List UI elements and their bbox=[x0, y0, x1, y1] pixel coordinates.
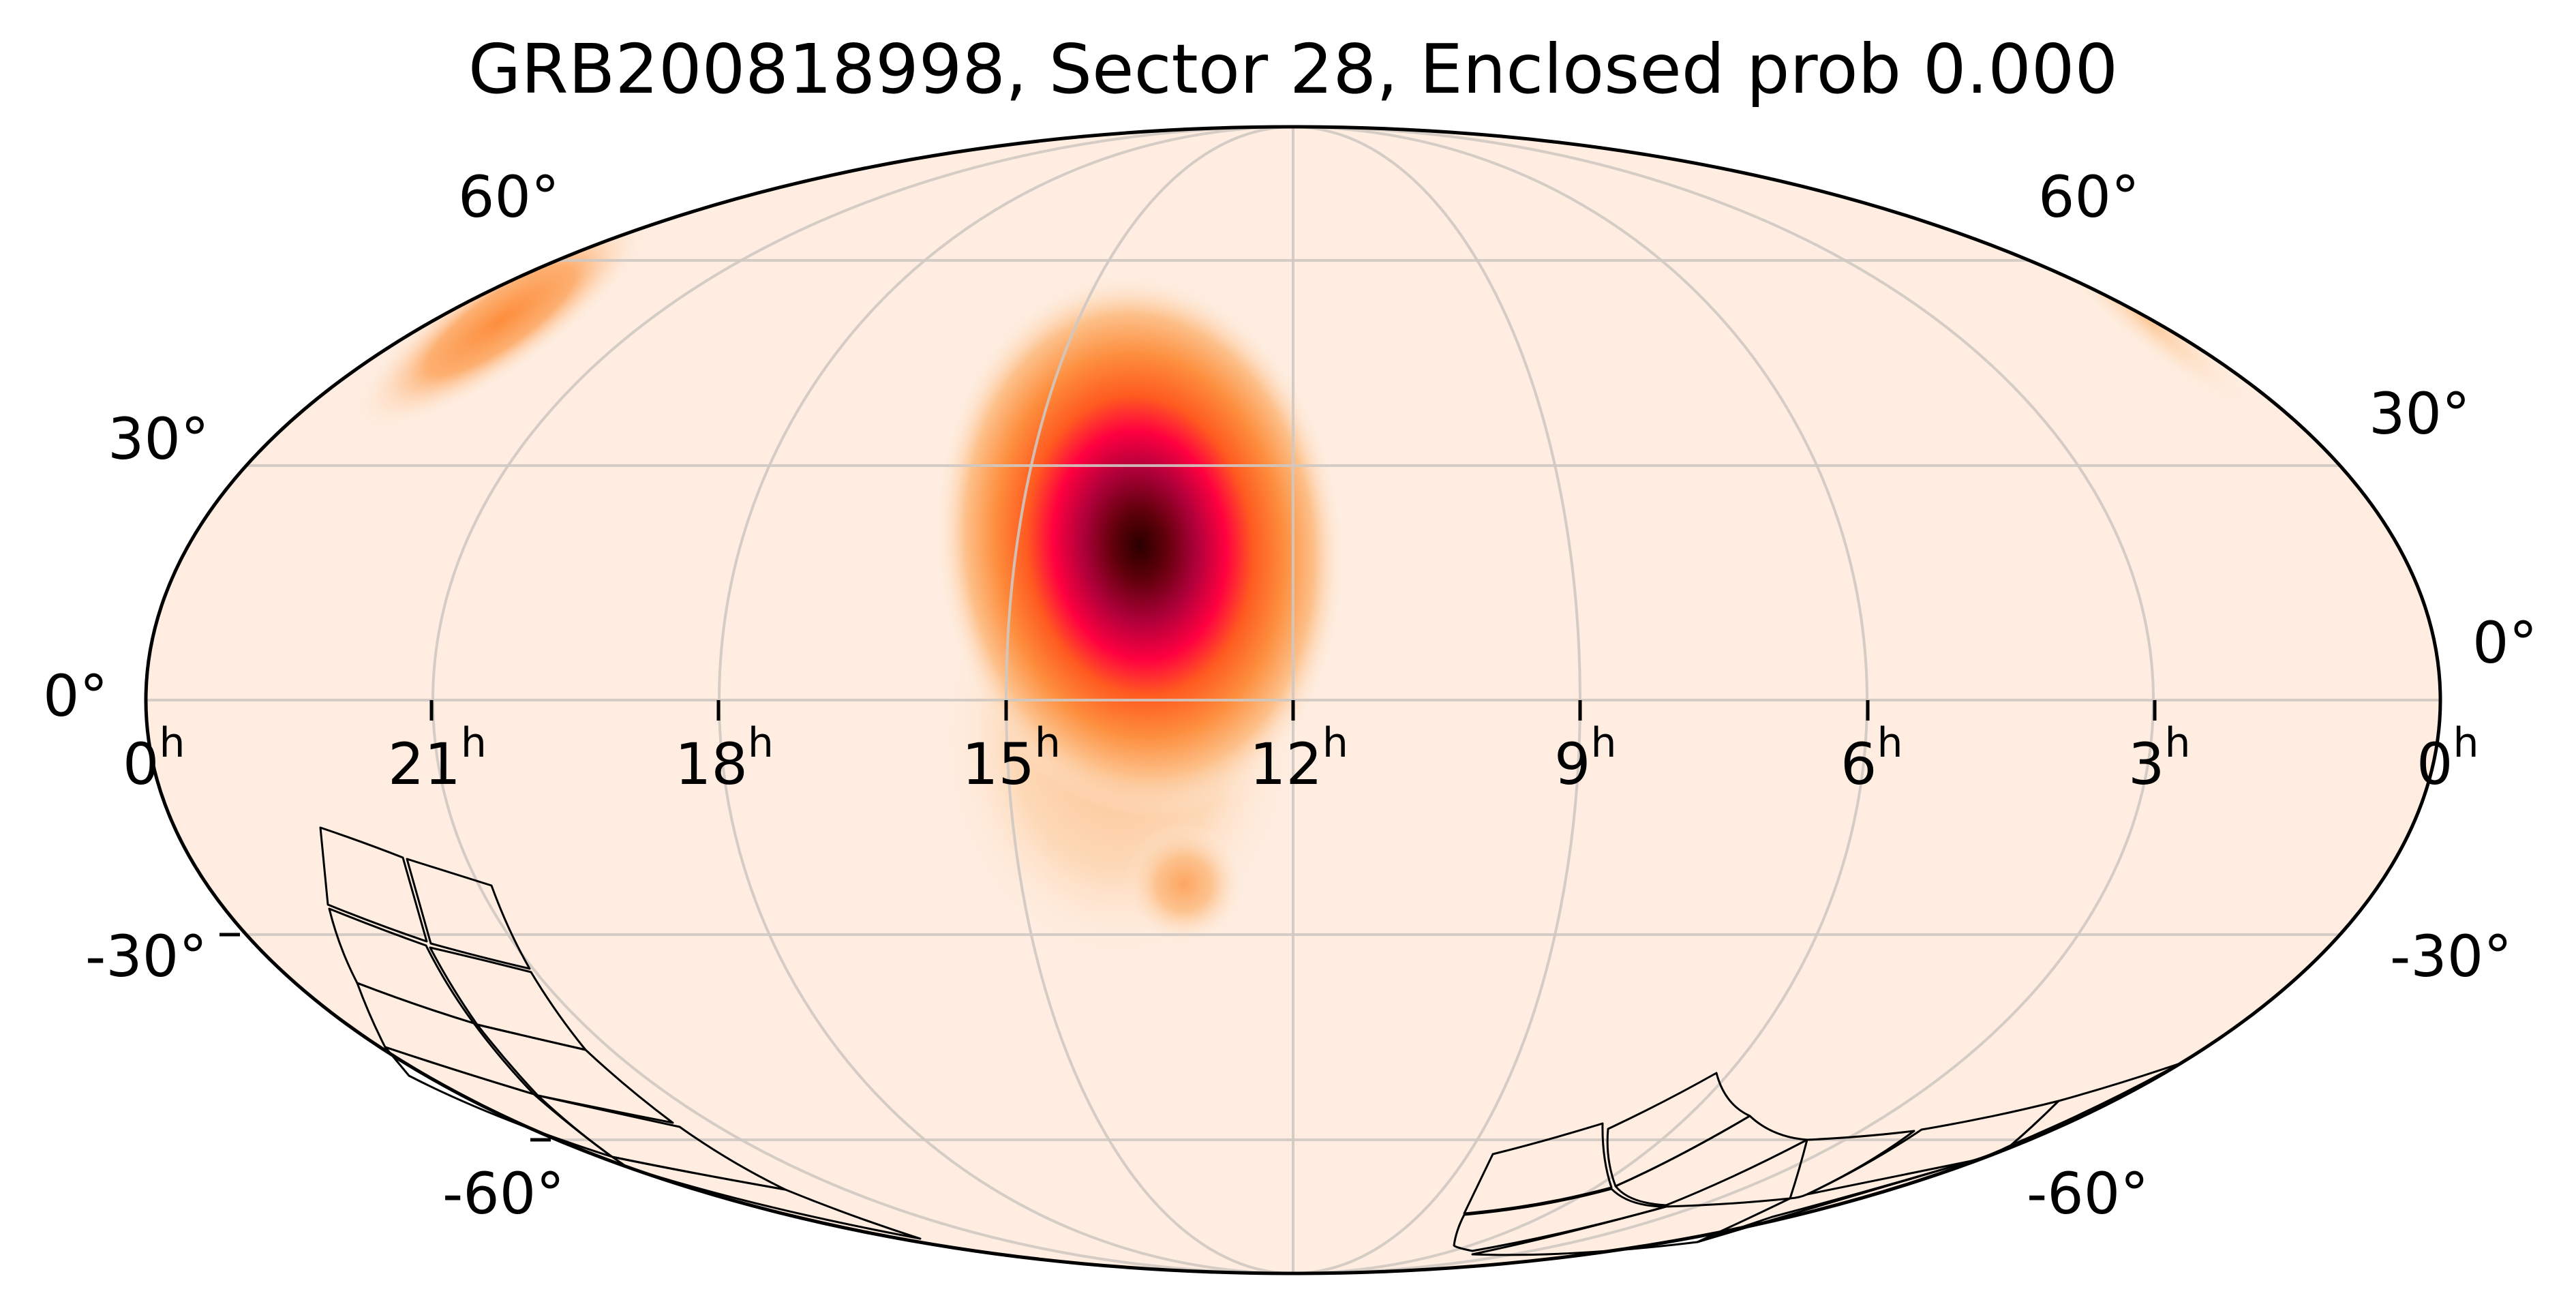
ra-label-18h: 18h bbox=[675, 719, 774, 798]
dec-label-60-right: 60° bbox=[2038, 164, 2140, 230]
ra-label-15h: 15h bbox=[962, 719, 1061, 798]
dec-label-60-left: 60° bbox=[458, 164, 560, 230]
chart-title: GRB200818998, Sector 28, Enclosed prob 0… bbox=[468, 29, 2118, 109]
north-edge-lobe bbox=[352, 210, 650, 431]
ra-label-0h-left: 0h bbox=[123, 719, 185, 798]
ra-tick-labels: 0h 21h 18h 15h 12h 9h 6h 3h 0h bbox=[123, 719, 2479, 798]
ra-label-3h: 3h bbox=[2128, 719, 2190, 798]
ra-label-6h: 6h bbox=[1840, 719, 1903, 798]
dec-label-minus-60-left: -60° bbox=[442, 1160, 564, 1227]
primary-localization-peak bbox=[934, 273, 1346, 818]
secondary-lobe bbox=[1123, 823, 1245, 946]
dec-label-minus-60-right: -60° bbox=[2027, 1160, 2149, 1227]
ra-ticks bbox=[219, 700, 2157, 1142]
dec-labels-right: 60° 30° 0° -30° -60° bbox=[2027, 164, 2537, 1227]
dec-labels-left: 60° 30° 0° -30° -60° bbox=[43, 164, 564, 1227]
ra-label-12h: 12h bbox=[1249, 719, 1348, 798]
map-frame bbox=[144, 125, 2442, 1275]
dec-label-30-left: 30° bbox=[108, 406, 209, 472]
dec-label-0-right: 0° bbox=[2472, 609, 2537, 676]
ra-label-9h: 9h bbox=[1554, 719, 1616, 798]
dec-label-0-left: 0° bbox=[43, 663, 108, 729]
dec-label-30-right: 30° bbox=[2369, 380, 2470, 447]
dec-label-minus-30-left: -30° bbox=[85, 923, 207, 990]
tess-footprint-left bbox=[319, 826, 922, 1240]
ra-label-0h-right: 0h bbox=[2416, 719, 2479, 798]
ra-label-21h: 21h bbox=[388, 719, 487, 798]
dec-label-minus-30-right: -30° bbox=[2390, 923, 2512, 990]
